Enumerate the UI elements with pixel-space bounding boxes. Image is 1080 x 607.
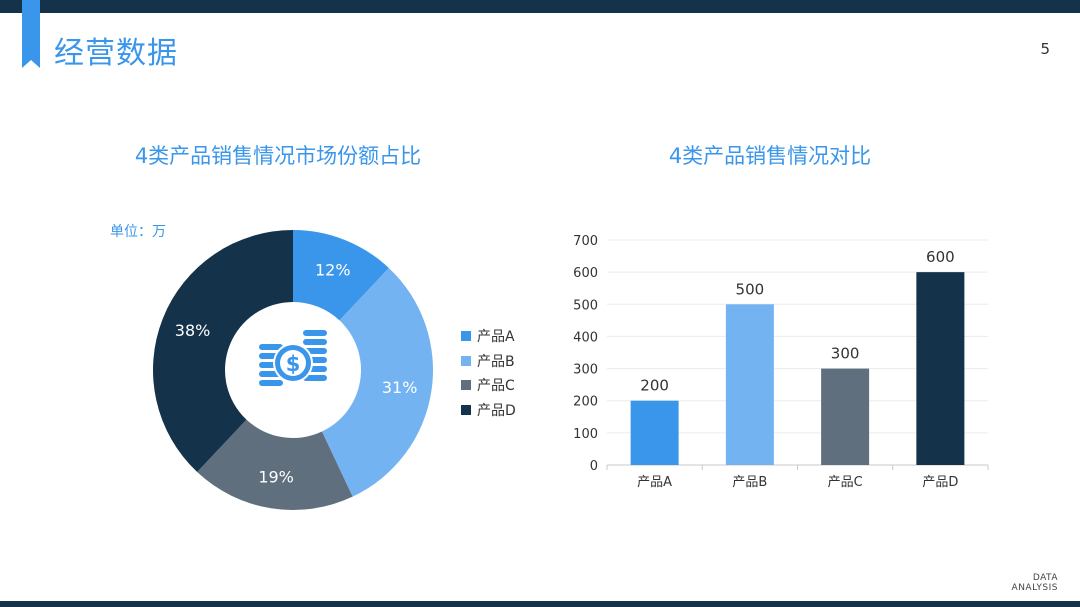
bar-chart-title: 4类产品销售情况对比	[668, 144, 872, 168]
x-tick-label: 产品A	[637, 475, 672, 490]
y-tick-label: 0	[590, 459, 598, 474]
legend-swatch	[461, 380, 471, 391]
unit-label: 单位：万	[110, 224, 166, 240]
y-tick-label: 500	[573, 298, 598, 313]
page-number: 5	[1040, 40, 1050, 58]
y-tick-label: 300	[573, 363, 598, 378]
bookmark-ribbon-icon	[22, 0, 40, 68]
footer-line: DATA	[1032, 573, 1058, 583]
y-tick-label: 700	[573, 234, 598, 249]
y-tick-label: 400	[573, 330, 598, 345]
bar-value-label: 300	[831, 345, 860, 363]
bottom-bar	[0, 601, 1080, 607]
legend-swatch	[461, 355, 471, 366]
legend-item[interactable]: 产品A	[461, 324, 516, 349]
x-tick-label: 产品C	[828, 475, 863, 490]
pie-legend: 产品A 产品B 产品C 产品D	[461, 324, 516, 422]
bar	[821, 368, 870, 465]
x-tick-label: 产品D	[922, 475, 958, 490]
legend-swatch	[461, 331, 471, 342]
legend-label: 产品A	[477, 329, 515, 346]
y-tick-label: 200	[573, 395, 598, 410]
legend-swatch	[461, 404, 471, 415]
bar	[916, 272, 965, 465]
pie-slice	[197, 419, 353, 510]
pie-value-label: 31%	[382, 378, 418, 397]
dollar-coins-icon: $	[259, 330, 327, 386]
top-bar	[0, 0, 1080, 13]
pie-chart-title: 4类产品销售情况市场份额占比	[134, 144, 422, 168]
pie-slice	[321, 267, 433, 497]
pie-value-label: 12%	[315, 261, 351, 280]
pie-slice	[293, 230, 389, 321]
pie-value-label: 19%	[258, 468, 294, 487]
footer-tag: DATA ANALYSIS	[1012, 573, 1058, 593]
x-tick-label: 产品B	[732, 475, 767, 490]
bar	[725, 304, 774, 465]
bar-value-label: 200	[640, 377, 669, 395]
legend-label: 产品B	[477, 353, 515, 370]
y-tick-label: 600	[573, 266, 598, 281]
bar	[630, 400, 679, 465]
legend-item[interactable]: 产品B	[461, 349, 516, 374]
legend-item[interactable]: 产品C	[461, 373, 516, 398]
svg-text:$: $	[286, 352, 301, 376]
legend-label: 产品D	[477, 402, 516, 419]
pie-slice	[153, 230, 293, 473]
bar-value-label: 500	[736, 280, 765, 298]
footer-line: ANALYSIS	[1011, 583, 1058, 593]
legend-label: 产品C	[477, 378, 515, 395]
page-title: 经营数据	[54, 36, 178, 71]
y-tick-label: 100	[573, 427, 598, 442]
bar-value-label: 600	[926, 248, 955, 266]
pie-value-label: 38%	[175, 321, 211, 340]
legend-item[interactable]: 产品D	[461, 398, 516, 423]
